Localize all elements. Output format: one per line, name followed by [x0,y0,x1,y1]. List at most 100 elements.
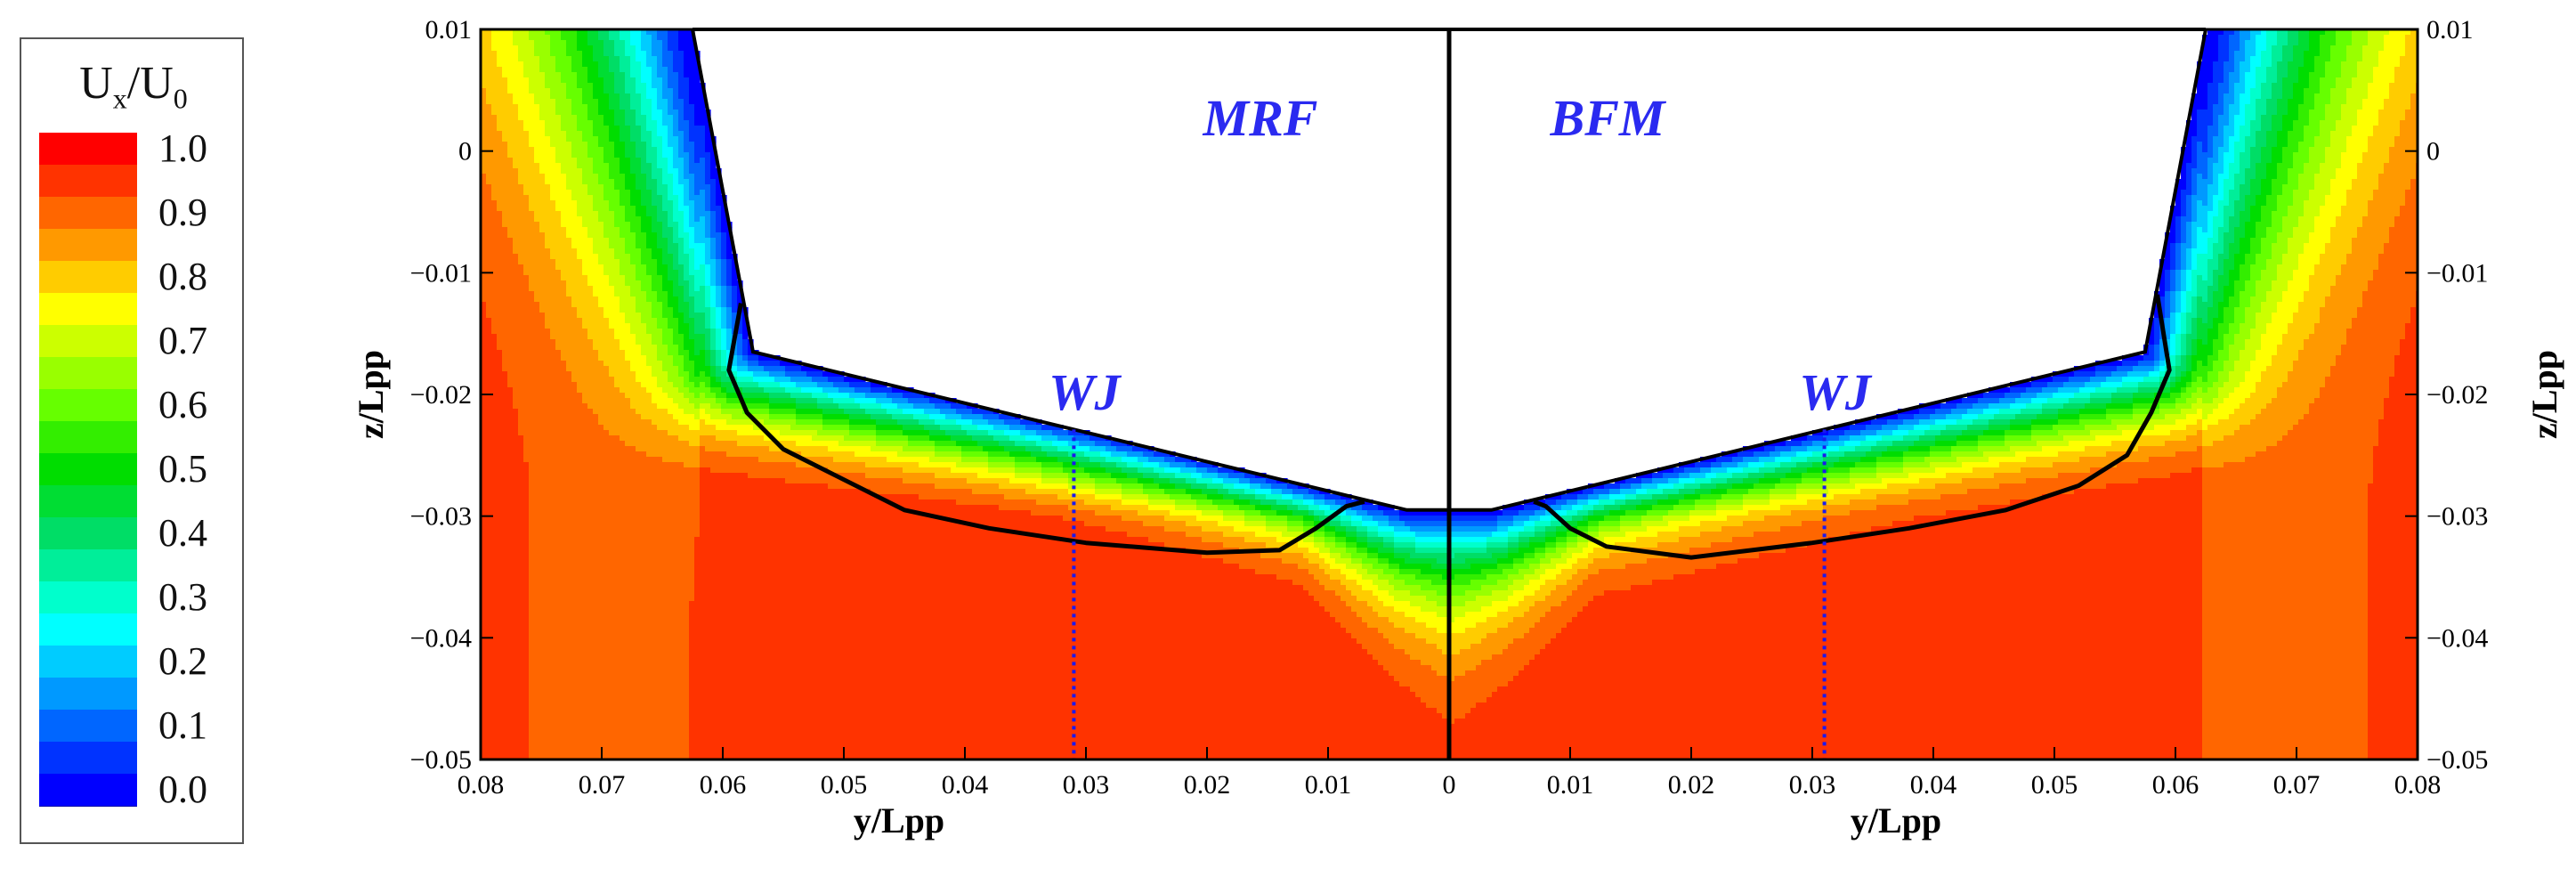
contour-cell [956,419,962,426]
contour-cell [502,339,508,345]
contour-cell [652,115,658,121]
contour-cell [785,446,791,452]
contour-cell [1170,457,1176,463]
contour-cell [764,371,770,378]
contour-cell [993,446,1000,452]
contour-cell [705,377,711,383]
contour-cell [513,387,519,394]
contour-cell [780,403,786,410]
contour-cell [726,398,733,404]
contour-cell [705,393,711,399]
contour-cell [999,441,1005,447]
contour-cell [689,409,695,415]
contour-cell [507,302,514,308]
contour-cell [700,387,706,394]
contour-cell [1052,446,1058,452]
contour-cell [620,248,626,255]
contour-cell [705,168,711,175]
contour-cell [620,446,626,452]
contour-cell [630,254,636,260]
contour-cell [571,147,578,153]
contour-cell [587,179,594,185]
contour-cell [518,248,524,255]
contour-cell [1004,441,1010,447]
contour-cell [999,435,1005,442]
contour-cell [502,206,508,212]
contour-cell [636,270,642,276]
contour-cell [961,409,968,415]
contour-cell [481,414,487,420]
contour-cell [593,435,599,442]
contour-cell [513,174,519,180]
contour-cell [657,275,663,281]
contour-cell [529,307,535,313]
contour-cell [507,451,514,458]
contour-cell [561,361,567,367]
contour-cell [630,232,636,239]
contour-cell [486,313,492,319]
contour-cell [539,355,546,361]
contour-cell [732,291,738,297]
contour-cell [614,163,620,169]
contour-cell [822,457,829,463]
contour-cell [529,174,535,180]
contour-cell [833,377,839,383]
contour-cell [652,323,658,329]
contour-cell [625,174,631,180]
contour-cell [742,323,749,329]
contour-cell [486,35,492,41]
contour-cell [587,377,594,383]
contour-cell [582,441,588,447]
contour-cell [700,355,706,361]
contour-cell [582,339,588,345]
contour-cell [758,457,765,463]
contour-cell [769,451,775,458]
contour-cell [710,200,717,207]
contour-cell [539,371,546,378]
contour-cell [753,366,759,372]
contour-cell [636,77,642,84]
contour-cell [545,361,551,367]
contour-cell [689,99,695,105]
contour-cell [684,195,690,201]
contour-cell [555,120,562,126]
contour-cell [1196,462,1203,468]
contour-cell [502,419,508,426]
contour-cell [603,355,610,361]
contour-cell [652,275,658,281]
contour-cell [545,243,551,249]
contour-cell [833,403,839,410]
contour-cell [609,275,615,281]
contour-cell [534,67,540,73]
contour-cell [603,131,610,137]
contour-cell [523,313,530,319]
contour-cell [518,254,524,260]
contour-cell [518,345,524,351]
contour-cell [609,83,615,89]
contour-cell [577,72,583,78]
contour-cell [668,414,674,420]
contour-cell [924,430,930,436]
contour-cell [497,254,503,260]
contour-cell [860,425,866,431]
contour-cell [956,446,962,452]
contour-cell [668,366,674,372]
contour-cell [769,462,775,468]
contour-cell [523,409,530,415]
contour-cell [555,83,562,89]
contour-cell [1100,451,1106,458]
contour-cell [630,40,636,46]
contour-cell [518,83,524,89]
contour-cell [673,206,679,212]
contour-cell [673,419,679,426]
contour-cell [684,302,690,308]
contour-cell [710,382,717,388]
contour-cell [566,366,572,372]
contour-cell [678,232,685,239]
contour-cell [822,414,829,420]
contour-cell [1015,451,1021,458]
contour-cell [566,93,572,100]
contour-cell [716,425,722,431]
contour-cell [523,152,530,158]
contour-cell [593,131,599,137]
